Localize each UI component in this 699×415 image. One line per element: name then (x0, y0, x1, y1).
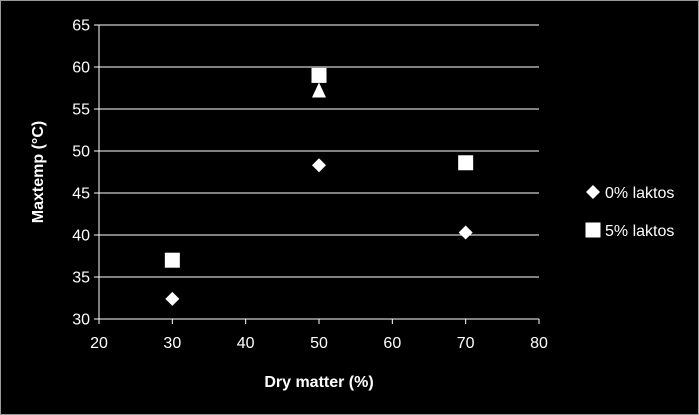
x-tick-label: 80 (530, 335, 548, 352)
legend-diamond-icon (586, 185, 600, 199)
y-tick-label: 45 (72, 186, 90, 203)
diamond-data-point (165, 291, 180, 306)
y-tick-label: 30 (72, 312, 90, 329)
square-data-point (311, 67, 327, 83)
y-tick-label: 65 (72, 18, 90, 35)
x-tick-label: 30 (163, 335, 181, 352)
diamond-data-point (458, 225, 473, 240)
legend-item: 0% laktos (586, 185, 674, 202)
square-data-point (164, 252, 180, 268)
x-tick-label: 70 (457, 335, 475, 352)
grid-lines (99, 24, 539, 278)
x-tick-label: 40 (237, 335, 255, 352)
y-tick-label: 55 (72, 102, 90, 119)
x-tick-label: 20 (90, 335, 108, 352)
legend: 0% laktos 5% laktos (585, 185, 674, 240)
legend-square-icon (585, 222, 601, 238)
legend-label: 5% laktos (605, 223, 674, 240)
square-data-point (458, 155, 474, 171)
x-tick-label: 60 (383, 335, 401, 352)
y-tick-label: 40 (72, 228, 90, 245)
x-tick-label: 50 (310, 335, 328, 352)
legend-item: 5% laktos (585, 222, 674, 240)
x-axis-title: Dry matter (%) (264, 374, 373, 391)
legend-label: 0% laktos (605, 185, 674, 202)
y-axis-title: Maxtemp (°C) (30, 121, 47, 223)
y-tick-label: 35 (72, 270, 90, 287)
axes (94, 24, 540, 324)
y-tick-label: 60 (72, 60, 90, 77)
triangle-data-point (312, 82, 326, 98)
data-points (164, 67, 474, 306)
y-tick-label: 50 (72, 144, 90, 161)
diamond-data-point (312, 158, 326, 173)
